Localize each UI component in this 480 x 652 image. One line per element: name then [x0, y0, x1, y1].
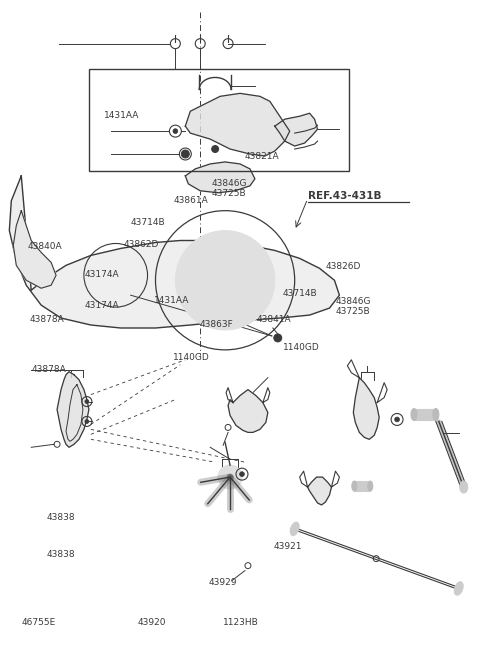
- Circle shape: [218, 465, 242, 489]
- Circle shape: [395, 417, 399, 422]
- Text: 43920: 43920: [137, 618, 166, 627]
- Text: 43714B: 43714B: [130, 218, 165, 227]
- Text: 43846G: 43846G: [336, 297, 371, 306]
- Polygon shape: [353, 378, 379, 439]
- Text: 43174A: 43174A: [85, 270, 120, 278]
- Text: 43921: 43921: [274, 542, 302, 551]
- Bar: [354, 481, 370, 491]
- Text: 43826D: 43826D: [326, 262, 361, 271]
- Circle shape: [240, 472, 244, 477]
- Ellipse shape: [411, 409, 417, 421]
- Polygon shape: [57, 372, 89, 447]
- Circle shape: [173, 128, 178, 134]
- Polygon shape: [185, 162, 255, 193]
- Text: 43821A: 43821A: [245, 152, 279, 160]
- Text: 43846G: 43846G: [211, 179, 247, 188]
- Circle shape: [183, 152, 188, 156]
- Text: 1431AA: 1431AA: [104, 111, 139, 120]
- Circle shape: [175, 231, 275, 330]
- Ellipse shape: [460, 481, 468, 493]
- Ellipse shape: [368, 481, 373, 491]
- Polygon shape: [228, 390, 268, 432]
- Text: 43838: 43838: [47, 512, 75, 522]
- Polygon shape: [308, 477, 332, 505]
- Circle shape: [85, 400, 89, 404]
- Text: 1431AA: 1431AA: [154, 295, 190, 304]
- Text: REF.43-431B: REF.43-431B: [308, 191, 381, 201]
- Text: 1123HB: 1123HB: [223, 618, 259, 627]
- Text: 43174A: 43174A: [85, 301, 120, 310]
- Polygon shape: [185, 93, 290, 156]
- Text: 43863F: 43863F: [199, 319, 233, 329]
- Text: 43725B: 43725B: [336, 306, 370, 316]
- Text: 43862D: 43862D: [123, 241, 158, 250]
- Ellipse shape: [454, 582, 463, 595]
- Bar: [89, 70, 349, 171]
- Circle shape: [85, 419, 89, 423]
- Polygon shape: [275, 113, 318, 146]
- Text: 43840A: 43840A: [28, 243, 62, 252]
- Bar: [414, 409, 436, 421]
- Ellipse shape: [433, 409, 439, 421]
- Polygon shape: [13, 211, 56, 288]
- Text: 43725B: 43725B: [211, 188, 246, 198]
- Circle shape: [212, 145, 218, 153]
- Text: 43878A: 43878A: [30, 315, 65, 324]
- Circle shape: [181, 150, 189, 158]
- Text: 43929: 43929: [209, 578, 238, 587]
- Text: 43861A: 43861A: [173, 196, 208, 205]
- Circle shape: [274, 334, 282, 342]
- Text: 1140GD: 1140GD: [173, 353, 210, 362]
- Ellipse shape: [352, 481, 357, 491]
- Text: 46755E: 46755E: [22, 618, 56, 627]
- Text: 1140GD: 1140GD: [283, 343, 320, 352]
- Ellipse shape: [290, 522, 299, 535]
- Text: 43878A: 43878A: [31, 365, 66, 374]
- Text: 43714B: 43714B: [283, 289, 318, 298]
- Polygon shape: [9, 176, 339, 328]
- Text: 43841A: 43841A: [257, 315, 291, 324]
- Text: 43838: 43838: [47, 550, 75, 559]
